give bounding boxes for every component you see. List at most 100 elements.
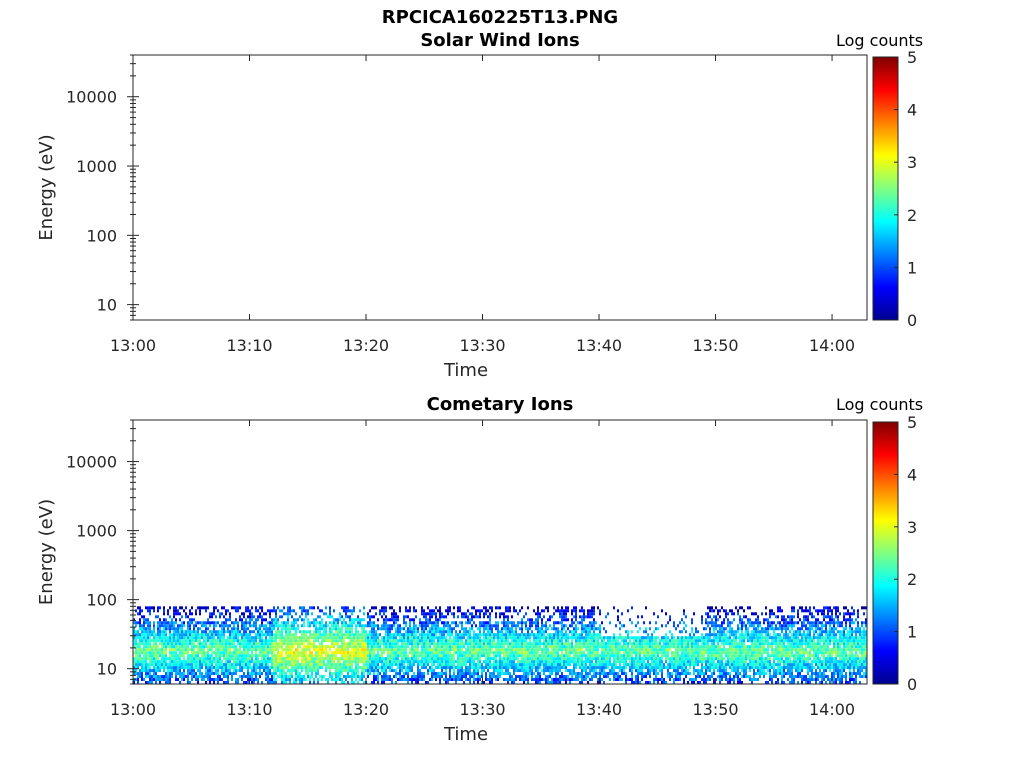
heatmap-cell	[355, 666, 357, 670]
heatmap-cell	[467, 657, 469, 661]
heatmap-cell	[261, 606, 263, 610]
heatmap-cell	[557, 627, 559, 631]
heatmap-cell	[539, 648, 541, 652]
heatmap-cell	[163, 678, 165, 682]
heatmap-cell	[557, 633, 559, 637]
heatmap-cell	[391, 642, 393, 646]
heatmap-cell	[203, 624, 205, 628]
heatmap-cell	[177, 669, 179, 673]
heatmap-cell	[449, 672, 451, 676]
heatmap-cell	[429, 639, 431, 643]
heatmap-cell	[313, 678, 315, 682]
heatmap-cell	[279, 642, 281, 646]
heatmap-cell	[385, 663, 387, 667]
heatmap-cell	[257, 615, 259, 619]
heatmap-cell	[543, 609, 545, 613]
heatmap-cell	[465, 612, 467, 616]
heatmap-cell	[237, 681, 239, 684]
heatmap-cell	[159, 630, 161, 634]
heatmap-cell	[609, 645, 611, 649]
heatmap-cell	[509, 672, 511, 676]
heatmap-cell	[423, 639, 425, 643]
heatmap-cell	[425, 615, 427, 619]
heatmap-cell	[289, 645, 291, 649]
heatmap-cell	[611, 654, 613, 658]
heatmap-cell	[493, 624, 495, 628]
heatmap-cell	[147, 606, 149, 610]
heatmap-cell	[629, 666, 631, 670]
heatmap-cell	[267, 654, 269, 658]
heatmap-cell	[153, 666, 155, 670]
heatmap-cell	[159, 678, 161, 682]
heatmap-cell	[579, 633, 581, 637]
heatmap-cell	[283, 636, 285, 640]
heatmap-cell	[613, 636, 615, 640]
heatmap-cell	[575, 657, 577, 661]
heatmap-cell	[313, 645, 315, 649]
heatmap-cell	[347, 669, 349, 673]
heatmap-cell	[553, 666, 555, 670]
heatmap-cell	[333, 642, 335, 646]
heatmap-cell	[493, 666, 495, 670]
x-tick-label: 13:40	[576, 336, 622, 355]
heatmap-cell	[321, 678, 323, 682]
heatmap-cell	[537, 663, 539, 667]
heatmap-cell	[589, 636, 591, 640]
heatmap-cell	[301, 666, 303, 670]
heatmap-cell	[267, 633, 269, 637]
heatmap-cell	[407, 633, 409, 637]
heatmap-cell	[275, 624, 277, 628]
heatmap-cell	[445, 645, 447, 649]
heatmap-cell	[337, 678, 339, 682]
heatmap-cell	[321, 666, 323, 670]
heatmap-cell	[515, 645, 517, 649]
heatmap-cell	[287, 678, 289, 682]
heatmap-cell	[207, 606, 209, 610]
heatmap-cell	[231, 630, 233, 634]
heatmap-cell	[183, 621, 185, 625]
heatmap-cell	[321, 633, 323, 637]
heatmap-cell	[385, 657, 387, 661]
heatmap-cell	[487, 633, 489, 637]
heatmap-cell	[301, 675, 303, 679]
heatmap-cell	[347, 624, 349, 628]
heatmap-cell	[449, 663, 451, 667]
heatmap-cell	[585, 654, 587, 658]
heatmap-cell	[499, 660, 501, 664]
heatmap-cell	[203, 642, 205, 646]
heatmap-cell	[209, 660, 211, 664]
heatmap-cell	[357, 630, 359, 634]
heatmap-cell	[283, 648, 285, 652]
heatmap-cell	[467, 633, 469, 637]
heatmap-cell	[337, 621, 339, 625]
heatmap-cell	[501, 663, 503, 667]
heatmap-cell	[245, 606, 247, 610]
heatmap-cell	[571, 609, 573, 613]
heatmap-cell	[481, 654, 483, 658]
heatmap-cell	[589, 612, 591, 616]
heatmap-cell	[617, 666, 619, 670]
heatmap-cell	[201, 621, 203, 625]
heatmap-cell	[567, 618, 569, 622]
heatmap-cell	[291, 639, 293, 643]
heatmap-cell	[191, 648, 193, 652]
heatmap-cell	[255, 618, 257, 622]
heatmap-cell	[257, 648, 259, 652]
heatmap-cell	[141, 669, 143, 673]
heatmap-cell	[257, 657, 259, 661]
heatmap-cell	[399, 654, 401, 658]
heatmap-cell	[479, 630, 481, 634]
heatmap-cell	[293, 645, 295, 649]
heatmap-cell	[499, 666, 501, 670]
panel-0: 13:00 13:10 13:20 13:30 13:40 13:50 14:0010100…	[36, 48, 917, 381]
heatmap-cell	[637, 663, 639, 667]
heatmap-cell	[565, 654, 567, 658]
heatmap-cell	[631, 654, 633, 658]
heatmap-cell	[419, 663, 421, 667]
heatmap-cell	[185, 642, 187, 646]
heatmap-cell	[377, 660, 379, 664]
heatmap-cell	[617, 645, 619, 649]
heatmap-cell	[567, 627, 569, 631]
heatmap-cell	[377, 651, 379, 655]
heatmap-cell	[421, 624, 423, 628]
